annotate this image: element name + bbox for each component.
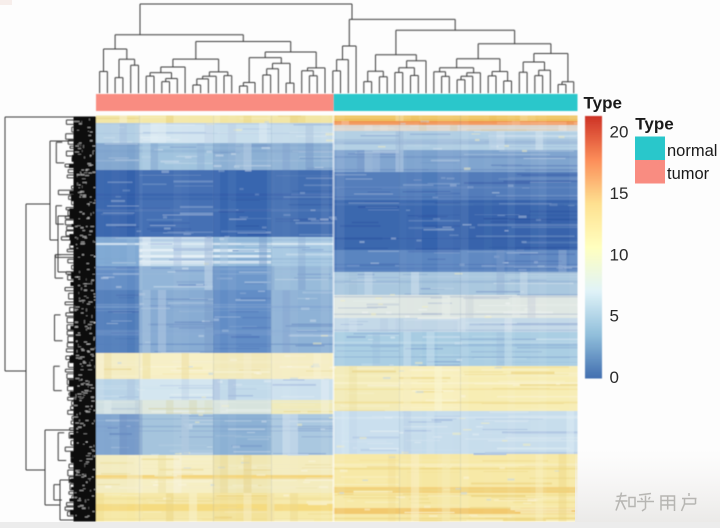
svg-text:20: 20 bbox=[610, 123, 629, 142]
svg-text:5: 5 bbox=[610, 307, 619, 326]
svg-text:10: 10 bbox=[610, 245, 629, 264]
svg-text:tumor: tumor bbox=[667, 165, 710, 183]
svg-text:Type: Type bbox=[584, 94, 622, 113]
svg-text:15: 15 bbox=[610, 184, 629, 203]
svg-text:normal: normal bbox=[667, 142, 717, 160]
svg-text:0: 0 bbox=[610, 368, 619, 387]
svg-text:Type: Type bbox=[635, 115, 673, 134]
